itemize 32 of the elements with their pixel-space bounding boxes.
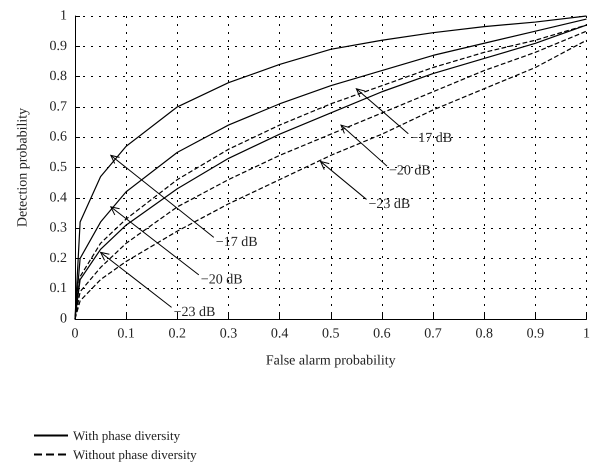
x-tick-label: 0.4 (270, 326, 288, 342)
x-tick-label: 1 (583, 326, 590, 342)
legend-label: Without phase diversity (73, 447, 198, 462)
y-tick-label: 0.3 (50, 220, 67, 236)
annotation: −17 dB (410, 131, 452, 146)
y-tick-label: 0.5 (50, 160, 67, 175)
x-tick-label: 0.3 (220, 326, 238, 342)
legend-label: With phase diversity (73, 428, 181, 443)
x-tick-label: 0.1 (117, 326, 135, 342)
x-tick-label: 0.6 (373, 326, 391, 342)
annotation: −20 dB (388, 164, 431, 179)
annotation: −20 dB (200, 272, 243, 288)
y-tick-label: 0.6 (50, 130, 67, 145)
y-tick-label: 0.2 (50, 250, 67, 266)
x-tick-label: 0.2 (168, 326, 186, 342)
y-tick-label: 0.7 (50, 99, 67, 114)
x-tick-label: 0.7 (424, 326, 442, 342)
y-tick-label: 0.4 (50, 190, 67, 206)
y-tick-label: 0.1 (50, 281, 67, 296)
annotation: −23 dB (174, 304, 216, 320)
y-tick-label: 0 (60, 312, 67, 326)
y-axis-title: Detection probability (16, 108, 30, 228)
y-tick-label: 0.8 (50, 69, 67, 84)
annotation: −23 dB (368, 196, 410, 212)
y-tick-label: 0.9 (50, 38, 67, 54)
x-tick-label: 0.9 (526, 326, 544, 342)
x-tick-label: 0.5 (322, 326, 340, 342)
x-axis-title: False alarm probability (266, 354, 396, 368)
y-tick-label: 1 (60, 8, 67, 24)
x-tick-label: 0 (72, 326, 78, 342)
annotation: −17 dB (216, 234, 258, 250)
x-tick-label: 0.8 (475, 326, 493, 342)
